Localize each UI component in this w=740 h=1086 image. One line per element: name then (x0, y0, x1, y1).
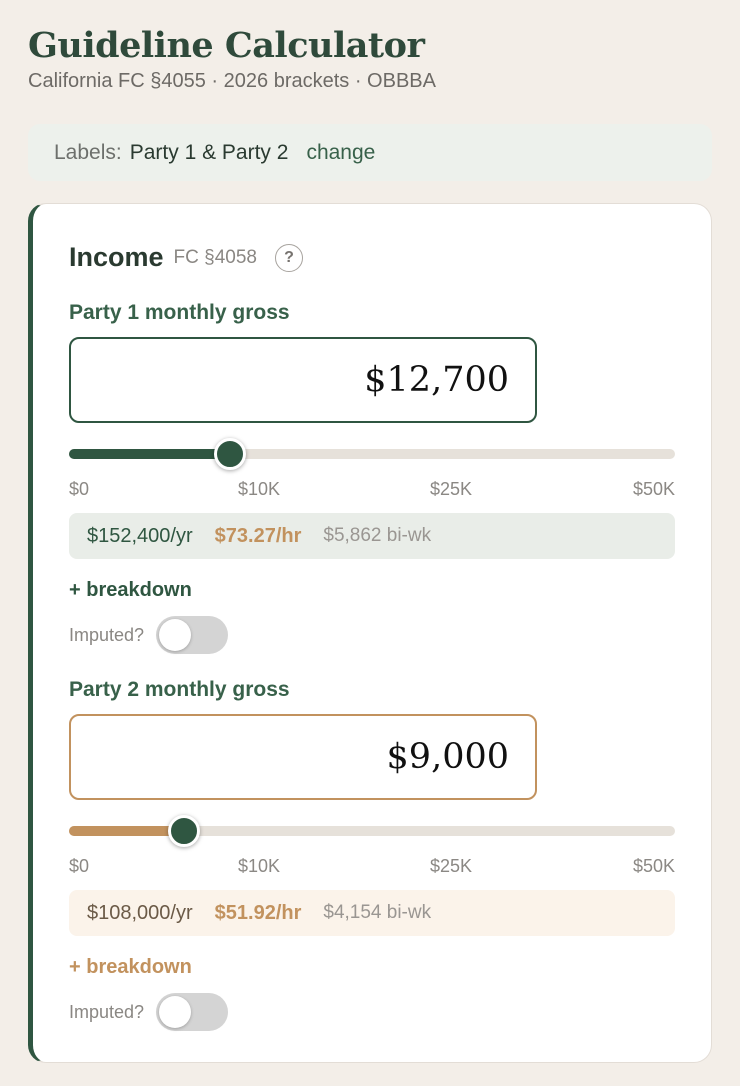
toggle-knob (159, 619, 192, 651)
labels-prefix: Labels: (54, 140, 122, 164)
party1-breakdown-toggle[interactable]: + breakdown (69, 579, 192, 601)
tick-label: $25K (430, 856, 473, 876)
toggle-knob (159, 996, 192, 1028)
section-title: Income (69, 242, 164, 272)
page-title: Guideline Calculator (28, 25, 425, 66)
party2-imputed-row: Imputed? (69, 993, 675, 1031)
party2-income-summary: $108,000/yr $51.92/hr $4,154 bi-wk (69, 890, 675, 936)
party1-income-input[interactable]: $12,700 (69, 337, 537, 423)
slider-track (69, 826, 675, 836)
party2-income-slider[interactable] (69, 815, 675, 847)
yearly-income: $152,400/yr (87, 524, 193, 547)
slider-thumb[interactable] (213, 438, 246, 470)
slider-fill (69, 449, 230, 459)
tick-label: $10K (238, 479, 281, 499)
party2-income-label: Party 2 monthly gross (69, 678, 290, 701)
party2-income-input[interactable]: $9,000 (69, 714, 537, 800)
tick-label: $0 (69, 479, 90, 499)
tick-label: $25K (430, 479, 473, 499)
hourly-income: $73.27/hr (214, 524, 302, 547)
tick-label: $10K (238, 856, 281, 876)
labels-value: Party 1 & Party 2 (129, 140, 289, 164)
page-subtitle: California FC §4055 · 2026 brackets · OB… (28, 70, 436, 92)
tick-label: $0 (69, 856, 90, 876)
yearly-income: $108,000/yr (87, 901, 193, 924)
party1-income-slider[interactable] (69, 438, 675, 470)
slider-fill (69, 826, 185, 836)
party2-income-group: Party 2 monthly gross $9,000 $0 $10K $25… (69, 678, 675, 1031)
party1-income-group: Party 1 monthly gross $12,700 $0 $10K $2… (69, 301, 675, 654)
party1-imputed-row: Imputed? (69, 616, 675, 654)
help-icon[interactable]: ? (274, 243, 303, 272)
income-section-header: Income FC §4058 ? (69, 242, 303, 273)
party2-breakdown-toggle[interactable]: + breakdown (69, 956, 192, 978)
income-card: Income FC §4058 ? Party 1 monthly gross … (28, 203, 712, 1063)
slider-thumb[interactable] (168, 815, 201, 847)
party1-income-summary: $152,400/yr $73.27/hr $5,862 bi-wk (69, 513, 675, 559)
biweekly-income: $5,862 bi-wk (323, 525, 432, 546)
change-labels-link[interactable]: change (306, 140, 376, 164)
party2-imputed-toggle[interactable] (156, 993, 229, 1031)
section-code-reference: FC §4058 (173, 246, 257, 268)
tick-label: $50K (632, 479, 675, 499)
tick-label: $50K (632, 856, 675, 876)
hourly-income: $51.92/hr (214, 901, 302, 924)
labels-bar: Labels: Party 1 & Party 2 change (28, 124, 712, 181)
slider-scale: $0 $10K $25K $50K (69, 479, 675, 503)
slider-scale: $0 $10K $25K $50K (69, 856, 675, 880)
imputed-label: Imputed? (69, 1001, 145, 1022)
imputed-label: Imputed? (69, 624, 145, 645)
biweekly-income: $4,154 bi-wk (323, 902, 432, 923)
party1-imputed-toggle[interactable] (156, 616, 229, 654)
slider-track (69, 449, 675, 459)
page-header: Guideline Calculator California FC §4055… (28, 26, 436, 93)
party1-income-label: Party 1 monthly gross (69, 301, 290, 324)
